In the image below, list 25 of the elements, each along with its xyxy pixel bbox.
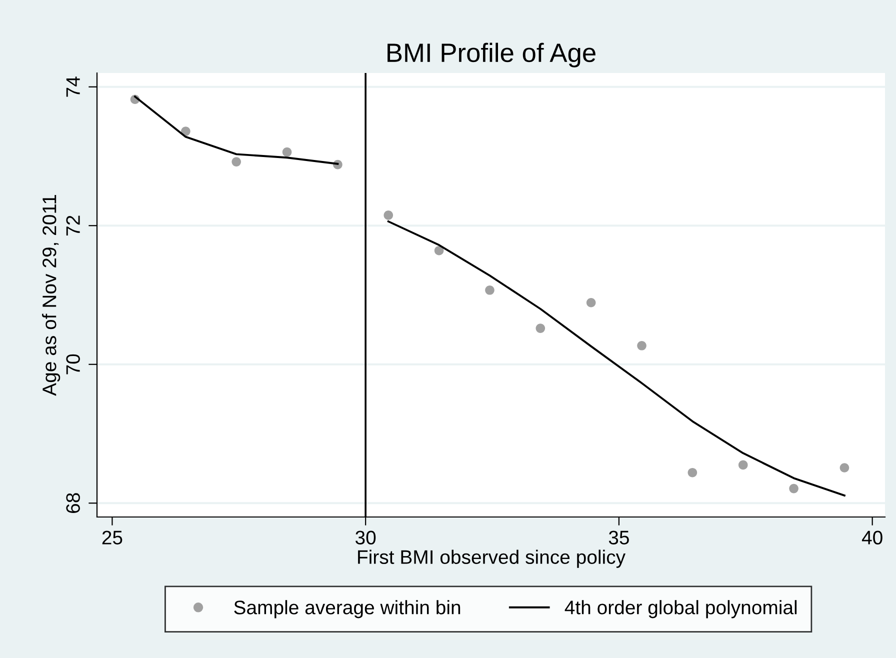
x-axis-title: First BMI observed since policy	[358, 550, 626, 568]
point	[485, 285, 494, 295]
x-tick-label: 25	[102, 530, 122, 544]
x-tick-label: 40	[862, 530, 882, 544]
point	[789, 484, 798, 494]
point	[536, 324, 546, 333]
point	[232, 157, 242, 166]
chart-title: BMI Profile of Age	[388, 42, 596, 68]
y-tick-label: 68	[66, 493, 80, 513]
point	[738, 460, 748, 470]
point	[586, 298, 596, 308]
y-tick-label: 70	[66, 354, 80, 374]
legend-label: 4th order global polynomial	[564, 600, 797, 618]
y-tick-label: 72	[66, 216, 80, 236]
y-axis-title: Age as of Nov 29, 2011	[42, 195, 60, 396]
x-tick-label: 30	[356, 530, 376, 544]
point	[434, 246, 444, 256]
y-tick-label: 74	[66, 76, 80, 97]
point	[688, 468, 698, 478]
point	[384, 210, 394, 220]
point	[637, 340, 646, 350]
x-tick-label: 35	[608, 530, 629, 544]
point	[840, 463, 850, 472]
point	[282, 147, 292, 157]
legend-label: Sample average within bin	[234, 600, 460, 618]
